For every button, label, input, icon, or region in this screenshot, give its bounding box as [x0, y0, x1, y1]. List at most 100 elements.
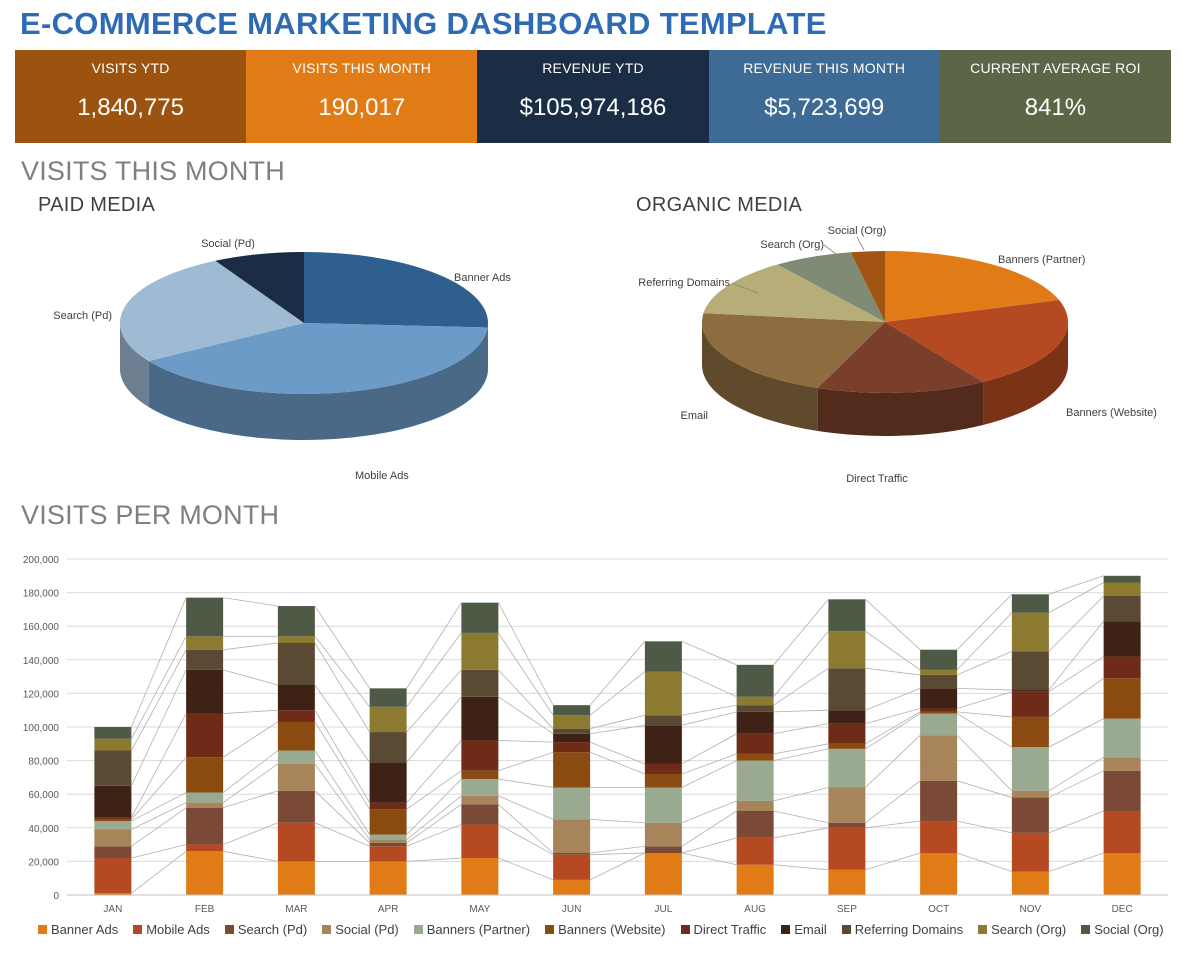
pie-slice-referring-domains [703, 264, 885, 322]
legend-item-email: Email [781, 922, 827, 937]
series-line-banners-partner [1048, 718, 1104, 748]
legend-label: Email [794, 922, 827, 937]
bar-segment-direct-traffic [553, 742, 591, 753]
series-line-referring-domains [498, 669, 554, 729]
bar-segment-banners-website [920, 711, 958, 714]
series-line-search-pd [223, 790, 278, 809]
bar-chart-legend: Banner Ads Mobile Ads Search (Pd) Social (P… [38, 922, 1179, 937]
series-line-banners-partner [131, 792, 187, 822]
series-line-banners-partner [498, 778, 554, 788]
legend-swatch [413, 925, 423, 934]
series-line-direct-traffic [498, 740, 554, 743]
y-tick-label: 200,000 [23, 555, 60, 566]
bar-segment-social-org [461, 602, 499, 633]
series-line-social-org [681, 640, 737, 666]
pie-leader-line [856, 236, 865, 251]
series-line-search-pd [590, 845, 645, 854]
series-line-mobile-ads [314, 822, 370, 847]
bar-segment-mobile-ads [94, 858, 132, 894]
bar-segment-direct-traffic [186, 713, 224, 758]
bar-segment-direct-traffic [1011, 691, 1049, 717]
bar-segment-search-org [736, 696, 774, 706]
organic-media-pie-chart: Banners (Partner) Banners (Website) Direct… [638, 225, 1157, 485]
series-line-search-pd [406, 803, 462, 844]
pie-label-social-pd: Social (Pd) [201, 238, 255, 250]
bar-segment-social-org [1011, 594, 1049, 613]
bar-segment-banners-website [828, 743, 866, 749]
bar-segment-banner-ads [644, 853, 682, 895]
series-line-direct-traffic [681, 733, 737, 765]
series-line-direct-traffic [773, 723, 829, 735]
bar-segment-email [277, 685, 315, 711]
bar-segment-social-org [94, 727, 132, 739]
series-line-banners-partner [222, 750, 279, 793]
bar-segment-mobile-ads [736, 837, 774, 865]
x-tick-label: NOV [1020, 904, 1042, 915]
series-line-referring-domains [406, 669, 462, 733]
legend-item-mobile-ads: Mobile Ads [133, 922, 210, 937]
bar-segment-banner-ads [736, 864, 774, 895]
bar-segment-banners-website [1103, 678, 1141, 719]
bar-segment-direct-traffic [277, 710, 315, 722]
paid-media-pie-chart: Banner Ads Mobile Ads Search (Pd) Social (P… [53, 238, 511, 482]
series-line-social-pd [590, 819, 645, 824]
y-tick-label: 100,000 [23, 723, 60, 734]
bar-segment-banners-partner [186, 792, 224, 803]
series-line-social-pd [131, 802, 187, 830]
bar-segment-social-pd [920, 735, 958, 781]
pie-side-direct-traffic [817, 381, 984, 436]
series-line-mobile-ads [681, 837, 737, 854]
series-line-search-org [681, 671, 737, 698]
series-line-mobile-ads [498, 824, 554, 856]
series-line-referring-domains [1048, 595, 1104, 652]
bar-segment-social-org [644, 641, 682, 672]
bar-segment-banners-website [277, 721, 315, 751]
bar-segment-social-pd [553, 819, 591, 853]
series-line-social-pd [773, 787, 829, 802]
y-tick-label: 120,000 [23, 689, 60, 700]
legend-swatch [680, 925, 690, 934]
legend-label: Social (Pd) [335, 922, 399, 937]
bar-segment-referring-domains [186, 649, 224, 670]
series-line-social-pd [222, 763, 279, 803]
legend-swatch [38, 925, 47, 934]
legend-label: Banners (Website) [558, 922, 666, 937]
bar-segment-banners-partner [644, 787, 682, 823]
pie-side-search-pd [120, 323, 149, 408]
y-tick-label: 160,000 [23, 622, 60, 633]
bar-segment-mobile-ads [828, 827, 866, 870]
series-line-social-pd [406, 795, 462, 840]
bar-segment-social-pd [1103, 757, 1141, 771]
series-line-banners-website [222, 721, 279, 758]
bar-segment-referring-domains [1011, 651, 1049, 691]
legend-label: Direct Traffic [693, 922, 767, 937]
series-line-banners-website [131, 756, 187, 820]
bar-segment-search-pd [736, 811, 774, 838]
bar-segment-search-pd [186, 807, 224, 845]
legend-item-social-pd: Social (Pd) [322, 922, 399, 937]
x-tick-label: MAR [285, 904, 307, 915]
series-line-banner-ads [956, 852, 1013, 872]
bar-segment-email [736, 711, 774, 734]
series-line-banners-website [865, 711, 921, 745]
x-tick-label: FEB [195, 904, 215, 915]
series-line-mobile-ads [957, 820, 1012, 834]
organic-media-title: ORGANIC MEDIA [636, 194, 803, 216]
bar-segment-banner-ads [277, 861, 315, 895]
series-line-email [131, 669, 187, 786]
bar-segment-direct-traffic [644, 763, 682, 775]
bar-segment-social-pd [277, 763, 315, 791]
series-line-mobile-ads [773, 827, 829, 839]
legend-item-banners-partner: Banners (Partner) [413, 922, 530, 937]
series-line-search-pd [1048, 770, 1104, 798]
series-line-banner-ads [498, 857, 554, 881]
series-line-social-org [314, 605, 370, 689]
legend-swatch [781, 925, 791, 934]
bar-segment-banners-website [736, 753, 774, 761]
bar-segment-social-pd [94, 829, 132, 847]
pie-leader-line [731, 282, 759, 294]
x-tick-label: SEP [837, 904, 857, 915]
pie-slice-banners-partner [885, 251, 1060, 322]
series-line-search-pd [773, 810, 829, 824]
legend-label: Referring Domains [854, 922, 964, 937]
